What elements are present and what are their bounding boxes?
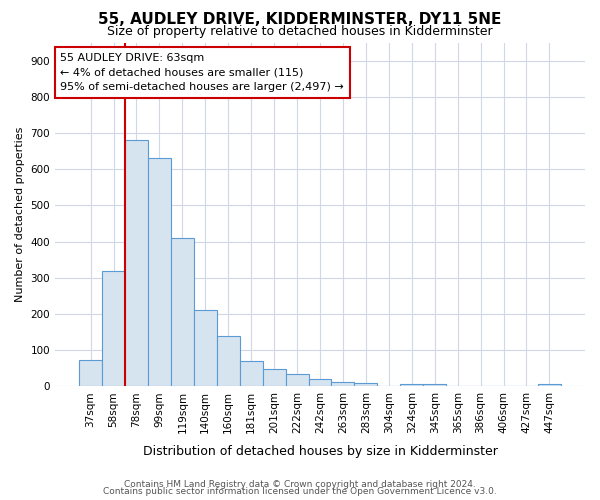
Bar [148, 158, 171, 386]
Text: Contains HM Land Registry data © Crown copyright and database right 2024.: Contains HM Land Registry data © Crown c… [124, 480, 476, 489]
Bar [400, 384, 423, 386]
Bar [331, 382, 355, 386]
Bar [102, 270, 125, 386]
Bar [240, 361, 263, 386]
Y-axis label: Number of detached properties: Number of detached properties [15, 127, 25, 302]
Bar [538, 384, 561, 386]
Bar [263, 369, 286, 386]
Bar [79, 360, 102, 386]
Text: 55 AUDLEY DRIVE: 63sqm
← 4% of detached houses are smaller (115)
95% of semi-det: 55 AUDLEY DRIVE: 63sqm ← 4% of detached … [61, 53, 344, 92]
Bar [308, 379, 331, 386]
X-axis label: Distribution of detached houses by size in Kidderminster: Distribution of detached houses by size … [143, 444, 497, 458]
Bar [423, 384, 446, 386]
Bar [217, 336, 240, 386]
Bar [355, 383, 377, 386]
Bar [194, 310, 217, 386]
Text: Size of property relative to detached houses in Kidderminster: Size of property relative to detached ho… [107, 25, 493, 38]
Bar [125, 140, 148, 386]
Text: Contains public sector information licensed under the Open Government Licence v3: Contains public sector information licen… [103, 487, 497, 496]
Bar [286, 374, 308, 386]
Bar [171, 238, 194, 386]
Text: 55, AUDLEY DRIVE, KIDDERMINSTER, DY11 5NE: 55, AUDLEY DRIVE, KIDDERMINSTER, DY11 5N… [98, 12, 502, 28]
